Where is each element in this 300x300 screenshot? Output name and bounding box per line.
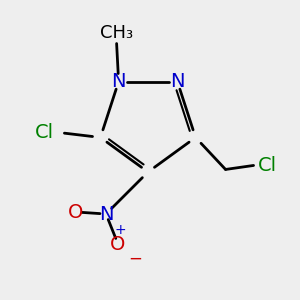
Text: N: N — [170, 72, 184, 91]
Text: Cl: Cl — [258, 156, 277, 175]
Text: O: O — [110, 235, 126, 254]
Text: N: N — [111, 72, 126, 91]
Text: CH₃: CH₃ — [100, 23, 133, 41]
Text: N: N — [99, 205, 113, 224]
Text: +: + — [114, 223, 126, 237]
Text: O: O — [68, 202, 84, 221]
Text: −: − — [128, 250, 142, 268]
Text: Cl: Cl — [35, 123, 54, 142]
